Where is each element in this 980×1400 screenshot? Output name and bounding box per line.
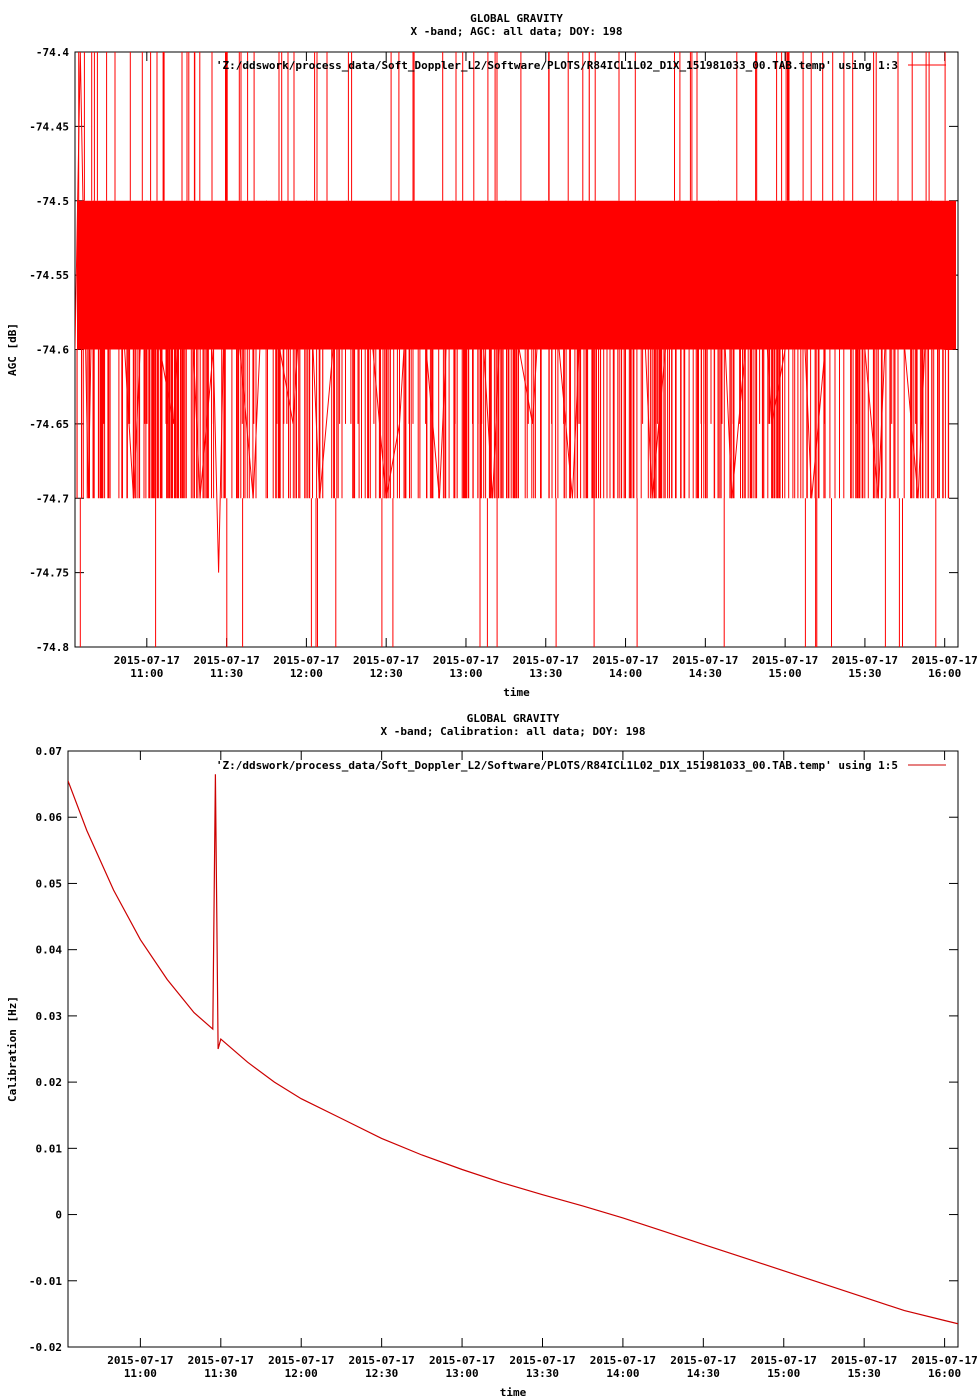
x-tick-time-label: 15:00 [767,1367,800,1380]
x-tick-time-label: 14:00 [606,1367,639,1380]
chart-subtitle: X -band; Calibration: all data; DOY: 198 [381,725,646,738]
y-tick-label: -74.7 [36,492,69,505]
legend-label: 'Z:/ddswork/process_data/Soft_Doppler_L2… [216,59,898,72]
x-tick-time-label: 13:30 [529,667,562,680]
x-tick-date-label: 2015-07-17 [590,1354,656,1367]
x-tick-date-label: 2015-07-17 [912,654,978,667]
x-tick-date-label: 2015-07-17 [188,1354,254,1367]
y-tick-label: 0 [55,1209,62,1222]
legend: 'Z:/ddswork/process_data/Soft_Doppler_L2… [216,759,946,772]
y-tick-label: -74.75 [29,567,69,580]
y-tick-label: -74.45 [29,120,69,133]
x-tick-time-label: 14:30 [687,1367,720,1380]
x-tick-date-label: 2015-07-17 [107,1354,173,1367]
x-tick-time-label: 15:30 [848,667,881,680]
y-tick-label: 0.02 [36,1076,63,1089]
series-agc [75,52,956,647]
x-axis-label: time [503,686,530,699]
x-tick-date-label: 2015-07-17 [429,1354,495,1367]
x-tick-date-label: 2015-07-17 [513,654,579,667]
x-tick-time-label: 11:00 [124,1367,157,1380]
x-tick-date-label: 2015-07-17 [672,654,738,667]
x-tick-time-label: 16:00 [928,667,961,680]
y-tick-label: -74.5 [36,195,69,208]
x-tick-time-label: 16:00 [928,1367,961,1380]
x-tick-date-label: 2015-07-17 [592,654,658,667]
x-tick-time-label: 15:00 [769,667,802,680]
y-tick-label: -74.4 [36,46,69,59]
x-tick-date-label: 2015-07-17 [353,654,419,667]
y-axis-label: Calibration [Hz] [6,996,19,1102]
agc-noise-strokes [76,52,950,647]
x-tick-date-label: 2015-07-17 [268,1354,334,1367]
x-tick-time-label: 13:00 [446,1367,479,1380]
x-tick-time-label: 13:30 [526,1367,559,1380]
x-tick-time-label: 12:00 [285,1367,318,1380]
y-tick-label: 0.03 [36,1010,63,1023]
x-tick-time-label: 12:00 [290,667,323,680]
x-tick-time-label: 11:00 [130,667,163,680]
x-tick-date-label: 2015-07-17 [670,1354,736,1367]
chart-title: GLOBAL GRAVITY [470,12,563,25]
y-tick-label: -74.8 [36,641,69,654]
x-tick-date-label: 2015-07-17 [349,1354,415,1367]
y-tick-label: -74.55 [29,269,69,282]
x-tick-time-label: 12:30 [365,1367,398,1380]
plot-frame [67,750,959,1348]
x-tick-time-label: 13:00 [449,667,482,680]
x-tick-date-label: 2015-07-17 [114,654,180,667]
x-tick-date-label: 2015-07-17 [751,1354,817,1367]
x-axis-label: time [500,1386,527,1399]
x-tick-time-label: 12:30 [370,667,403,680]
agc-dense-band [77,200,956,350]
x-tick-date-label: 2015-07-17 [831,1354,897,1367]
x-tick-date-label: 2015-07-17 [509,1354,575,1367]
x-tick-date-label: 2015-07-17 [832,654,898,667]
legend: 'Z:/ddswork/process_data/Soft_Doppler_L2… [216,59,946,72]
y-tick-label: 0.07 [36,745,63,758]
series-calibration [68,774,958,1325]
x-tick-date-label: 2015-07-17 [193,654,259,667]
x-tick-time-label: 15:30 [848,1367,881,1380]
y-tick-label: 0.04 [36,944,63,957]
x-tick-time-label: 11:30 [210,667,243,680]
x-tick-time-label: 14:00 [609,667,642,680]
y-tick-label: 0.01 [36,1142,63,1155]
y-tick-label: -74.65 [29,418,69,431]
y-tick-label: 0.06 [36,811,63,824]
x-tick-date-label: 2015-07-17 [273,654,339,667]
y-axis-label: AGC [dB] [6,323,19,376]
x-tick-date-label: 2015-07-17 [433,654,499,667]
x-tick-time-label: 14:30 [689,667,722,680]
legend-label: 'Z:/ddswork/process_data/Soft_Doppler_L2… [216,759,898,772]
y-tick-label: -0.01 [29,1275,62,1288]
x-tick-date-label: 2015-07-17 [752,654,818,667]
y-tick-label: -0.02 [29,1341,62,1354]
agc-series-line [75,52,953,573]
y-tick-label: -74.6 [36,344,69,357]
calibration-series-line [68,774,958,1325]
x-tick-date-label: 2015-07-17 [911,1354,977,1367]
x-tick-time-label: 11:30 [204,1367,237,1380]
chart-title: GLOBAL GRAVITY [467,712,560,725]
chart-subtitle: X -band; AGC: all data; DOY: 198 [411,25,623,38]
y-tick-label: 0.05 [36,877,63,890]
